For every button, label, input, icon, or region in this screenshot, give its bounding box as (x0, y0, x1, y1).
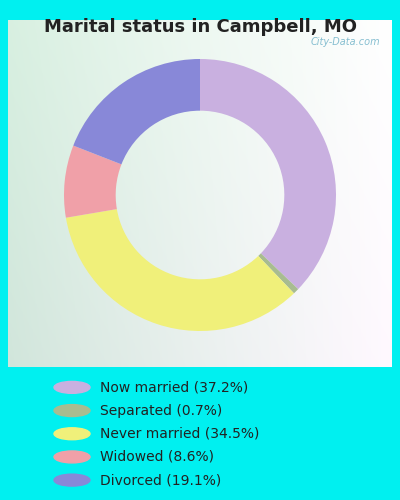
Text: Separated (0.7%): Separated (0.7%) (100, 404, 222, 417)
Text: City-Data.com: City-Data.com (311, 38, 380, 48)
Circle shape (54, 428, 90, 440)
Text: Now married (37.2%): Now married (37.2%) (100, 380, 248, 394)
Text: Widowed (8.6%): Widowed (8.6%) (100, 450, 214, 464)
Circle shape (54, 382, 90, 394)
Circle shape (54, 474, 90, 486)
Wedge shape (73, 59, 200, 164)
Text: Marital status in Campbell, MO: Marital status in Campbell, MO (44, 18, 356, 36)
Circle shape (54, 451, 90, 463)
Wedge shape (64, 146, 122, 218)
Text: Divorced (19.1%): Divorced (19.1%) (100, 473, 221, 487)
Wedge shape (258, 254, 298, 294)
Wedge shape (200, 59, 336, 289)
Text: Never married (34.5%): Never married (34.5%) (100, 427, 259, 441)
Wedge shape (66, 209, 294, 331)
Circle shape (54, 404, 90, 416)
